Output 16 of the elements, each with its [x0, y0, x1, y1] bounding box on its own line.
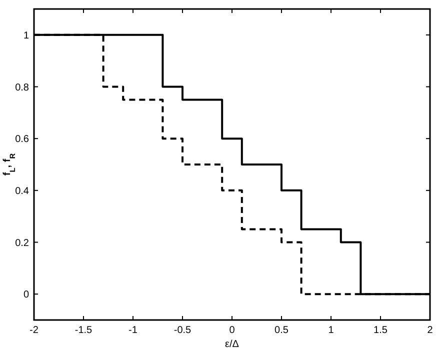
y-tick-label: 0.6 — [15, 134, 30, 146]
x-tick-label: -1.5 — [74, 325, 93, 336]
y-tick-label: 0 — [23, 290, 30, 301]
x-tick-label: -0.5 — [174, 325, 192, 336]
y-tick-label: 1 — [23, 30, 30, 42]
x-tick-label: -1 — [128, 325, 138, 336]
x-tick-label: 0.5 — [274, 325, 289, 336]
x-tick-label: -2 — [30, 325, 39, 336]
y-tick-label: 0.2 — [15, 238, 30, 249]
x-tick-label: 0 — [229, 325, 236, 336]
x-tick-label: 1 — [328, 325, 334, 336]
x-tick-label: 2 — [427, 325, 434, 336]
y-tick-label: 0.4 — [15, 186, 30, 197]
x-tick-label: 1.5 — [374, 325, 388, 336]
y-tick-label: 0.8 — [15, 82, 30, 94]
x-axis-title: ε/Δ — [225, 339, 240, 350]
